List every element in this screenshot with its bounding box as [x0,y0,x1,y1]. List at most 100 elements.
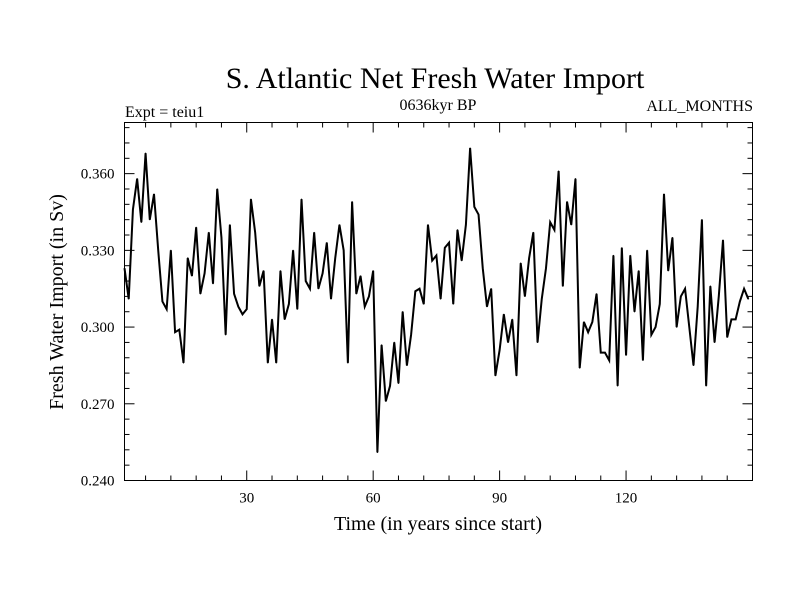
data-point [418,288,421,290]
data-point [553,229,556,231]
data-point [747,298,749,300]
x-tick-label: 120 [615,491,638,507]
data-point [642,359,644,361]
data-point [376,451,378,453]
data-point [469,147,471,149]
data-point [317,288,319,290]
data-point [558,170,560,172]
data-point [625,354,627,356]
data-point [355,293,357,295]
data-point [161,300,164,303]
data-point [579,367,581,369]
plot-frame [124,122,753,481]
data-point [351,201,353,203]
data-series [123,147,750,453]
data-point [372,270,374,272]
data-point [212,283,214,285]
data-point [617,385,619,387]
data-point [667,270,669,272]
data-point [566,201,568,203]
data-point [663,193,665,195]
data-point [431,259,433,262]
data-point [364,306,366,308]
data-point [220,236,223,239]
data-point [612,254,615,257]
data-point [532,231,534,234]
data-point [410,334,412,336]
data-point [503,313,505,315]
data-point [338,224,341,226]
data-point [170,249,172,251]
series-line [123,147,750,453]
data-point [284,318,286,320]
data-point [709,285,711,287]
data-point [528,257,530,259]
data-point [545,267,547,269]
data-point [536,341,539,344]
x-tick-label: 60 [366,491,381,507]
data-point [406,364,408,367]
data-point [680,295,682,297]
data-point [191,275,193,277]
data-point [182,362,185,364]
data-point [225,334,227,336]
data-point [499,349,501,351]
data-point [452,303,454,305]
data-point [507,341,509,344]
data-point [389,385,391,387]
data-point [368,295,370,297]
data-point [279,270,282,272]
data-point [654,326,657,328]
data-point [730,318,733,320]
data-point [326,242,328,244]
data-point [524,295,526,297]
data-point [292,249,294,251]
data-point [140,221,142,223]
data-point [187,257,189,259]
data-point [347,362,349,364]
data-point [638,270,640,272]
data-point [229,224,231,226]
data-point [199,293,201,295]
data-point [296,308,298,310]
data-point [427,224,429,226]
data-point [697,306,699,308]
data-point [300,198,303,200]
data-point [591,321,593,323]
data-point [688,326,690,328]
data-point [587,331,589,333]
data-point [583,321,585,323]
data-point [515,375,518,377]
data-point [334,257,336,259]
axis-ticks: 0.240 0.270 0.300 0.330 0.360 30 60 90 120 [81,122,753,507]
data-point [343,249,345,251]
y-tick-label: 0.270 [81,397,115,413]
data-point [659,303,661,305]
data-point [646,249,648,251]
data-point [402,311,404,313]
data-point [246,308,248,310]
data-point [549,221,551,223]
data-point [671,236,674,239]
data-point [600,352,602,354]
data-point [494,375,496,377]
data-point [233,293,235,295]
data-point [423,303,425,305]
data-point [275,362,277,364]
data-point [144,152,147,154]
chart-title: S. Atlantic Net Fresh Water Import [226,62,645,95]
data-point [595,293,598,295]
data-point [267,362,269,364]
data-point [621,247,623,249]
data-point [414,290,416,292]
data-point [562,285,564,287]
data-point [633,311,636,313]
data-point [722,239,724,241]
data-point [195,226,197,228]
data-point [359,275,362,277]
data-point [726,336,728,338]
data-point [604,352,606,354]
data-point [692,364,695,367]
data-point [743,288,745,290]
data-point [444,247,446,249]
